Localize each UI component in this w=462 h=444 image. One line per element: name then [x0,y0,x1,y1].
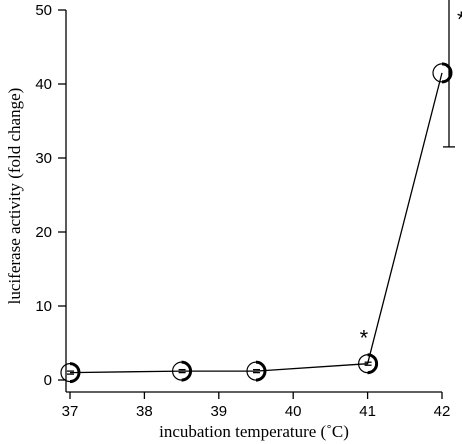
y-tick-label: 0 [44,372,52,389]
y-ticks: 0 10 20 30 40 50 [35,2,66,389]
data-point [246,361,266,381]
y-tick-label: 10 [35,298,52,315]
x-axis-title: incubation temperature (˚C) [159,422,349,441]
y-axis-title: luciferase activity (fold change) [5,88,24,305]
significance-marker: * [457,7,462,32]
data-point [172,361,192,381]
x-tick-label: 41 [359,403,376,420]
y-tick-label: 30 [35,150,52,167]
data-series: ** [60,0,462,384]
x-tick-label: 42 [434,403,451,420]
data-point [60,363,80,383]
series-line [69,72,443,374]
significance-marker: * [360,326,369,351]
y-tick-label: 50 [35,2,52,19]
x-tick-label: 37 [62,403,79,420]
data-point [358,354,378,374]
data-point [432,63,452,83]
x-ticks: 37 38 39 40 41 42 [62,392,451,420]
x-tick-label: 38 [136,403,153,420]
y-tick-label: 40 [35,76,52,93]
data-point-edge [441,62,453,84]
x-tick-label: 40 [285,403,302,420]
axes [65,10,442,393]
x-tick-label: 39 [210,403,227,420]
y-tick-label: 20 [35,224,52,241]
